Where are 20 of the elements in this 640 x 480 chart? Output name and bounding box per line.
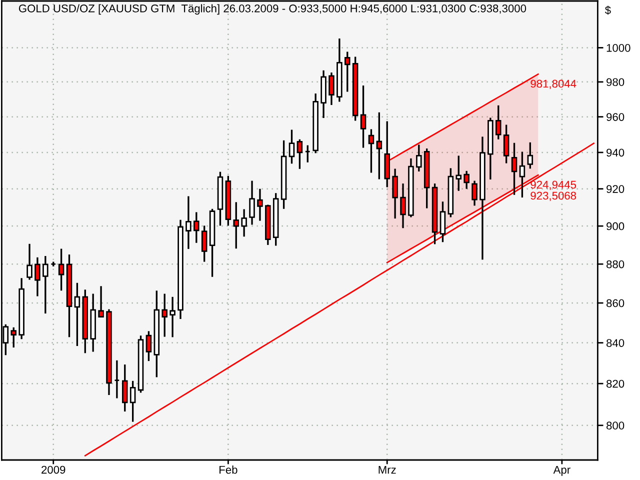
x-tick-label: 2009 <box>42 466 66 474</box>
y-tick-label: 800 <box>606 422 624 430</box>
y-tick-label: 820 <box>606 380 624 388</box>
chart-title: GOLD USD/OZ [XAUUSD GTM Täglich] 26.03.2009 - O:933,5000 H:945,6000 L:931,0300 C:938,3000 <box>18 4 526 15</box>
data-label: 981,8044 <box>530 80 576 89</box>
x-tick-label: Apr <box>553 466 570 476</box>
y-tick-label: 940 <box>606 148 624 157</box>
y-axis-title: $ <box>604 6 611 15</box>
y-tick-label: 920 <box>606 185 624 193</box>
y-tick-label: 980 <box>606 78 624 86</box>
x-tick-label: Feb <box>220 466 238 474</box>
y-tick-label: 860 <box>606 299 624 308</box>
y-tick-label: 840 <box>606 339 624 347</box>
y-tick-label: 900 <box>606 222 624 230</box>
x-tick-label: Mrz <box>378 466 396 474</box>
data-label: 924,9445 <box>530 180 576 190</box>
y-tick-label: 880 <box>606 260 624 268</box>
data-label: 923,5068 <box>530 192 576 201</box>
y-tick-label: 1000 <box>606 44 630 52</box>
y-tick-label: 960 <box>606 113 624 121</box>
